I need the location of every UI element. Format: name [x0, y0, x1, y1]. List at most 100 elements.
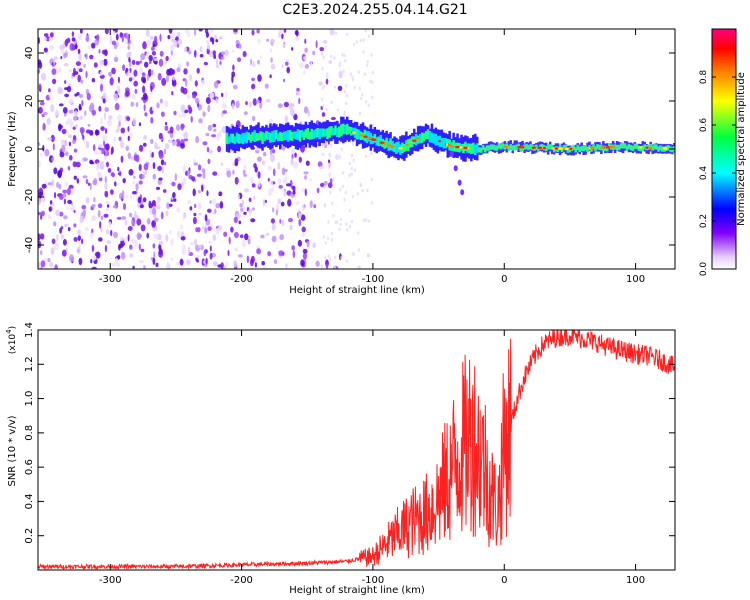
noise-speckle: [321, 66, 324, 71]
ridge-hotspot: [569, 147, 573, 151]
noise-speckle: [84, 54, 87, 58]
noise-speckle: [126, 116, 131, 122]
noise-speckle: [142, 78, 146, 84]
noise-speckle: [203, 249, 207, 257]
noise-speckle: [187, 169, 191, 177]
noise-speckle: [264, 199, 267, 203]
noise-speckle: [127, 234, 130, 242]
ridge-core: [235, 132, 239, 143]
noise-speckle: [361, 93, 364, 97]
ridge-core: [393, 143, 396, 153]
ridge-hotspot: [449, 145, 455, 148]
noise-speckle: [146, 218, 151, 225]
noise-speckle: [103, 213, 109, 218]
noise-speckle: [366, 188, 369, 193]
ridge-core: [564, 144, 568, 151]
noise-speckle: [40, 260, 46, 268]
ridge-core: [243, 132, 246, 143]
snr-exponent-suffix: ): [8, 326, 18, 330]
noise-speckle: [204, 214, 208, 222]
noise-speckle: [125, 145, 129, 151]
snr-background: [38, 330, 675, 570]
noise-speckle: [309, 178, 312, 182]
ridge-core: [233, 136, 237, 145]
noise-speckle: [76, 67, 79, 71]
noise-speckle: [250, 258, 254, 267]
noise-speckle: [77, 33, 83, 41]
ridge-core: [432, 133, 436, 144]
noise-speckle: [69, 155, 73, 161]
ridge-core: [348, 126, 351, 134]
noise-speckle: [181, 231, 184, 237]
noise-speckle: [358, 86, 361, 91]
noise-speckle: [290, 157, 294, 166]
ridge-core: [464, 141, 467, 152]
ridge-core: [548, 144, 552, 150]
noise-speckle: [328, 60, 333, 64]
ridge-core: [596, 144, 599, 150]
noise-speckle: [269, 148, 273, 156]
noise-speckle: [322, 235, 326, 239]
noise-speckle: [73, 148, 78, 153]
noise-speckle: [350, 219, 354, 224]
noise-speckle: [223, 231, 228, 237]
ridge-core: [320, 128, 323, 137]
noise-speckle: [47, 258, 51, 263]
noise-speckle: [297, 208, 300, 213]
noise-speckle: [346, 32, 349, 37]
ridge-core: [633, 143, 637, 149]
ridge-tail: [453, 165, 458, 172]
noise-speckle: [307, 109, 310, 118]
noise-speckle: [303, 171, 309, 175]
noise-speckle: [242, 169, 246, 175]
noise-speckle: [85, 179, 89, 184]
ridge-core: [225, 132, 229, 145]
ridge-core: [491, 144, 495, 150]
ridge-core: [615, 144, 619, 151]
noise-speckle: [299, 62, 304, 69]
noise-speckle: [152, 44, 156, 47]
noise-speckle: [312, 242, 317, 249]
ridge-core: [322, 128, 325, 137]
noise-speckle: [251, 183, 256, 188]
noise-speckle: [207, 125, 213, 132]
noise-speckle: [321, 97, 324, 102]
noise-speckle: [125, 90, 130, 97]
noise-speckle: [71, 139, 77, 144]
snr-y-tick-label: 0.6: [24, 459, 35, 475]
noise-speckle: [220, 56, 225, 60]
noise-speckle: [67, 134, 72, 139]
noise-speckle: [151, 207, 157, 215]
ridge-core: [267, 131, 270, 140]
noise-speckle: [76, 246, 81, 255]
ridge-core: [349, 127, 353, 136]
noise-speckle: [258, 179, 261, 188]
noise-speckle: [256, 29, 260, 34]
noise-speckle: [295, 201, 301, 205]
ridge-core: [556, 146, 560, 152]
ridge-hotspot: [387, 144, 392, 147]
noise-speckle: [67, 199, 72, 205]
noise-speckle: [366, 60, 369, 64]
noise-speckle: [62, 239, 67, 246]
noise-speckle: [370, 80, 374, 85]
noise-speckle: [39, 101, 45, 106]
noise-speckle: [47, 214, 52, 219]
noise-speckle: [219, 201, 224, 209]
spectrogram-y-ticks: -40 -20 0 20 40: [24, 47, 675, 253]
ridge-core: [541, 144, 544, 150]
noise-speckle: [144, 61, 149, 68]
ridge-core: [227, 136, 231, 144]
noise-speckle: [52, 143, 55, 151]
noise-speckle: [169, 229, 172, 235]
noise-speckle: [300, 214, 306, 221]
noise-speckle: [38, 106, 43, 114]
noise-speckle: [194, 97, 200, 104]
noise-speckle: [75, 61, 81, 66]
noise-speckle: [194, 80, 198, 87]
noise-speckle: [134, 239, 138, 248]
noise-speckle: [91, 109, 97, 116]
noise-speckle: [182, 165, 187, 174]
noise-speckle: [273, 259, 278, 265]
